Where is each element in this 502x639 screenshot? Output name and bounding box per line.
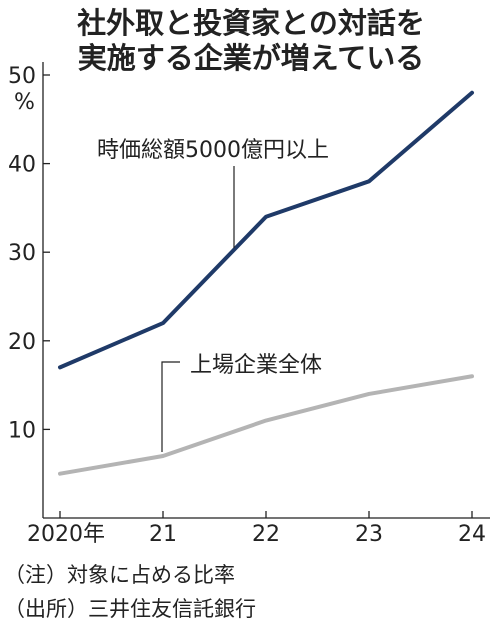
series-line-2: [58, 374, 474, 476]
footnotes: （注）対象に占める比率 （出所）三井住友信託銀行: [4, 558, 256, 626]
x-tick-label: 21: [149, 522, 177, 547]
y-tick-label: 10: [8, 418, 36, 443]
y-tick-label: 50: [8, 64, 36, 89]
chart-title-line-1: 社外取と投資家との対話を: [77, 6, 425, 40]
x-tick-label: 24: [458, 522, 486, 547]
x-tick-label: 22: [252, 522, 280, 547]
x-tick-labels: 2020年 21 22 23 24: [27, 522, 486, 547]
y-tick-label: 30: [8, 241, 36, 266]
note-line: （注）対象に占める比率: [4, 563, 235, 587]
chart-title-line-2: 実施する企業が増えている: [77, 41, 425, 75]
series-lines: [58, 90, 474, 476]
y-tick-label: 40: [8, 153, 36, 178]
y-unit-label: %: [14, 90, 35, 115]
x-tick-label: 23: [355, 522, 383, 547]
leader-line: [161, 361, 180, 452]
chart-title: 社外取と投資家との対話を 実施する企業が増えている: [0, 6, 502, 76]
series-label-1: 時価総額5000億円以上: [97, 138, 329, 163]
source-line: （出所）三井住友信託銀行: [4, 597, 256, 621]
axes: [42, 62, 490, 519]
series-label-2: 上場企業全体: [190, 353, 322, 378]
y-tick-label: 20: [8, 330, 36, 355]
x-tick-label: 2020年: [27, 522, 105, 547]
y-tick-labels: 50 40 30 20 10%: [8, 64, 36, 443]
series-line-1: [58, 90, 474, 370]
